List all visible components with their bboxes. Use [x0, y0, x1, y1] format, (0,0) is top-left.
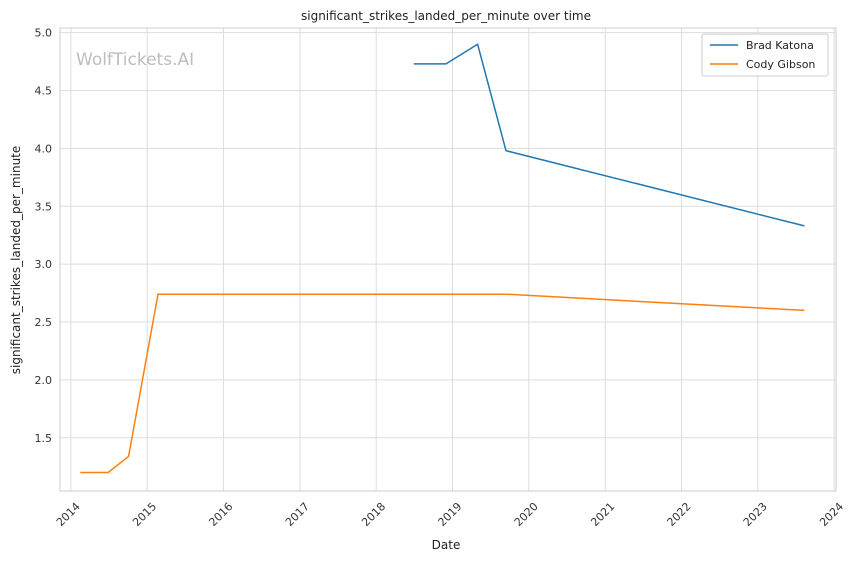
grid: [60, 28, 836, 491]
y-tick-label: 5.0: [35, 27, 53, 40]
y-tick-label: 2.0: [35, 374, 53, 387]
legend-label: Cody Gibson: [746, 58, 815, 71]
chart-title: significant_strikes_landed_per_minute ov…: [301, 9, 591, 23]
y-axis-label: significant_strikes_landed_per_minute: [9, 146, 23, 375]
legend: Brad Katona Cody Gibson: [701, 33, 829, 77]
y-axis-ticks: 1.5 2.0 2.5 3.0 3.5 4.0 4.5 5.0: [35, 27, 53, 445]
series-line-1: [413, 43, 805, 227]
y-tick-label: 4.5: [35, 85, 53, 98]
y-tick-label: 2.5: [35, 316, 53, 329]
legend-label: Brad Katona: [746, 39, 814, 52]
series-line-2: [80, 293, 805, 474]
y-tick-label: 3.5: [35, 200, 53, 213]
plot-frame: [59, 27, 837, 492]
x-axis-ticks: 2014 2015 2016 2017 2018 2019 2020 2021 2022 2023…: [54, 500, 846, 529]
y-tick-label: 3.0: [35, 258, 53, 271]
x-axis-label: Date: [432, 538, 461, 552]
y-tick-label: 1.5: [35, 432, 53, 445]
series-layer: [80, 43, 805, 474]
watermark: WolfTickets.AI: [76, 50, 194, 70]
y-tick-label: 4.0: [35, 142, 53, 155]
